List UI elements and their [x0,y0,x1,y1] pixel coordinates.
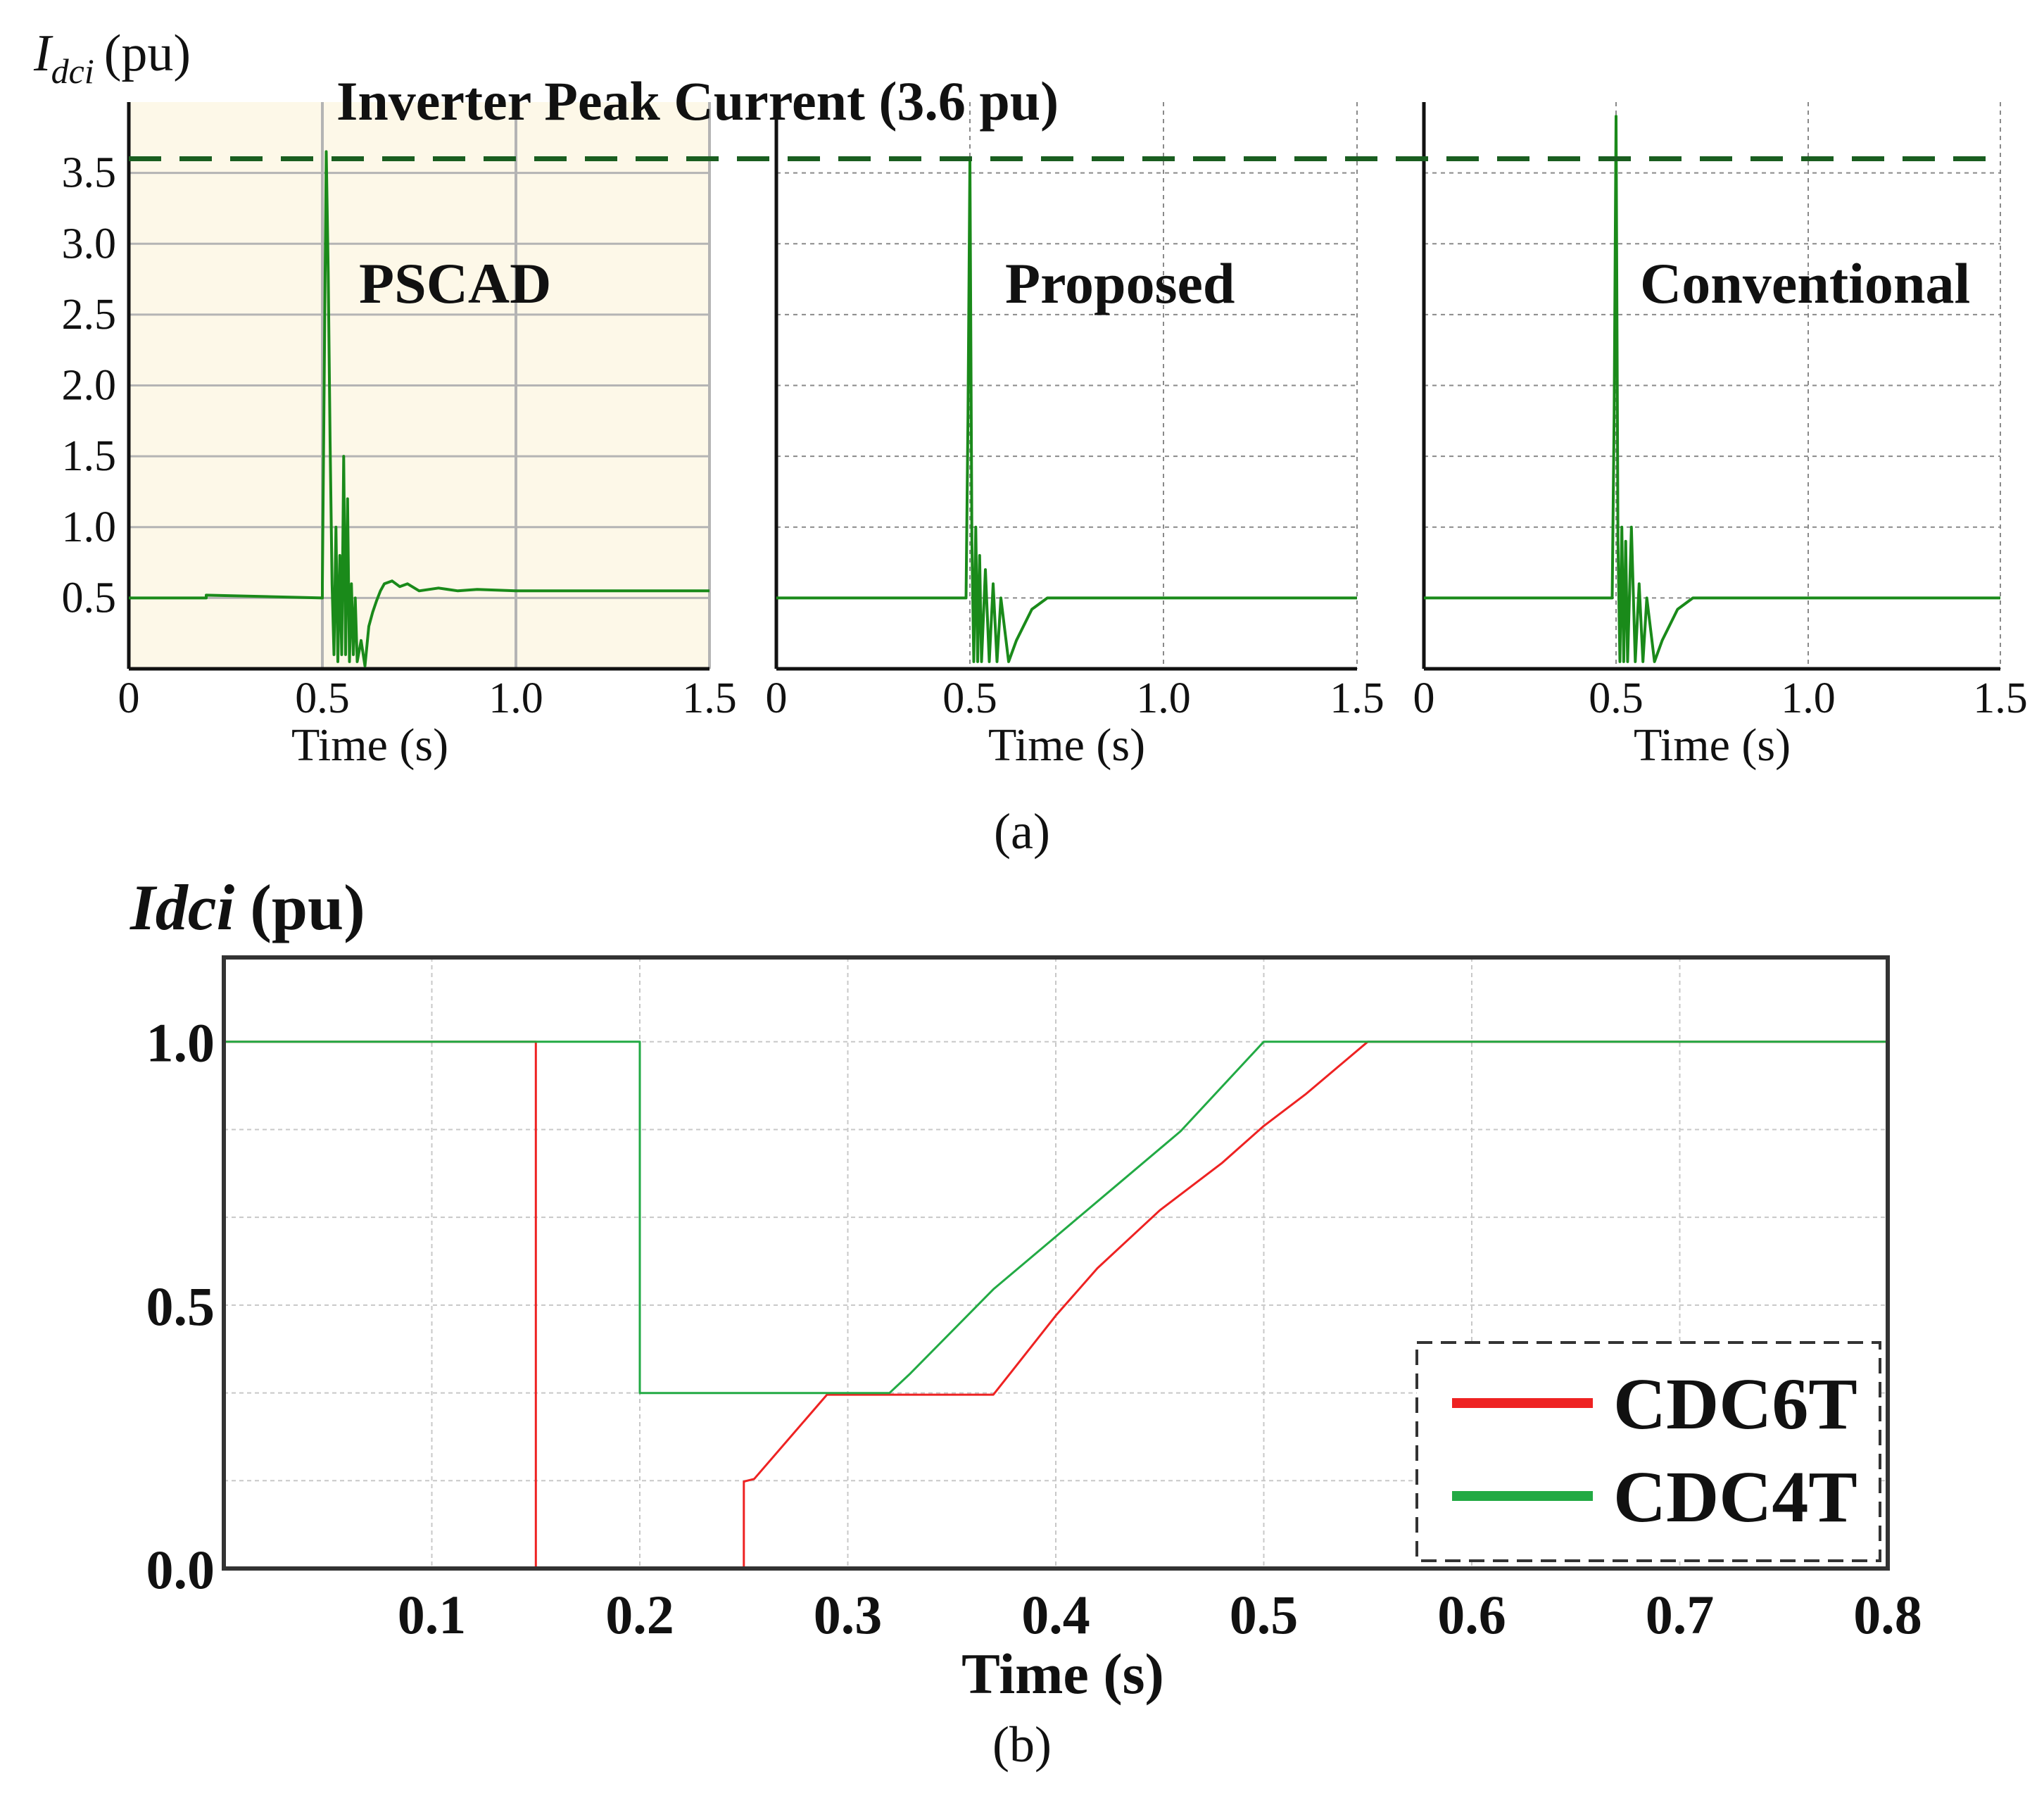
subplot-conventional: 0 0.5 1.0 1.5 Time (s) Conventional [1413,102,2028,771]
plot-frame [222,955,1890,1571]
series-line-pscad [129,150,709,667]
y-tick-label: 2.0 [62,362,117,410]
x-tick-label: 1.0 [488,674,543,722]
panel-label-b: (b) [992,1716,1052,1773]
y-tick-label: 1.0 [62,503,117,551]
y-tick-label: 0.0 [146,1539,215,1600]
x-tick-label: 1.5 [682,674,737,722]
x-tick-label: 1.0 [1781,674,1836,722]
subplot-proposed: 0 0.5 1.0 1.5 Time (s) Proposed [766,102,1384,771]
y-axis-symbol: Idci [130,872,235,943]
panel-b: 0.1 0.2 0.3 0.4 0.5 0.6 0.7 0.8 0.0 0.5 1.0 Time (s… [130,872,1922,1773]
legend-label-cdc6t: CDC6T [1613,1364,1857,1445]
x-tick-label: 0.5 [295,674,350,722]
x-tick-label: 0.3 [814,1584,883,1645]
x-tick-label: 0 [766,674,788,722]
reference-line-label: Inverter Peak Current (3.6 pu) [336,70,1059,132]
y-axis-label: Idci (pu) [130,872,365,943]
x-tick-label: 1.0 [1136,674,1191,722]
x-tick-label: 0.5 [942,674,997,722]
y-tick-label: 1.5 [62,432,117,480]
x-axis-label: Time (s) [291,719,448,771]
y-tick-label: 3.0 [62,220,117,268]
x-tick-label: 0.4 [1021,1584,1090,1645]
series-line-proposed [776,157,1357,663]
y-tick-label: 0.5 [62,574,117,622]
series-line-cdc4t [224,1041,1888,1395]
x-tick-label: 0 [1413,674,1435,722]
subplot-title: Conventional [1640,251,1970,315]
x-tick-label: 0.8 [1853,1584,1922,1645]
x-axis-label: Time (s) [1634,719,1791,771]
x-axis-label: Time (s) [988,719,1145,771]
y-tick-label: 3.5 [62,149,117,197]
y-tick-label: 1.0 [146,1012,215,1074]
panel-label-a: (a) [994,803,1050,860]
y-tick-label: 0.5 [146,1276,215,1337]
y-tick-label: 2.5 [62,291,117,339]
x-axis-label: Time (s) [961,1642,1164,1706]
subplot-title: Proposed [1005,251,1235,315]
x-tick-label: 1.5 [1330,674,1384,722]
panel-a: 0 0.5 1.0 1.5 Time (s) PSCAD 0 0.5 1.0 1.5 Time (s… [33,25,2028,860]
x-tick-label: 1.5 [1973,674,2028,722]
x-tick-label: 0.2 [605,1584,674,1645]
legend: CDC6T CDC4T [1415,1341,1881,1562]
x-tick-label: 0 [118,674,140,722]
subplot-pscad: 0 0.5 1.0 1.5 Time (s) PSCAD [118,102,737,771]
y-axis-label: Idci (pu) [33,25,191,91]
x-tick-label: 0.6 [1437,1584,1506,1645]
legend-label-cdc4t: CDC4T [1613,1457,1857,1538]
x-tick-label: 0.1 [398,1584,467,1645]
y-axis-unit: (pu) [104,25,191,82]
y-axis-symbol: I [33,25,53,82]
subplot-title: PSCAD [359,251,551,315]
legend-box [1415,1341,1881,1562]
y-axis-unit: (pu) [250,872,365,943]
series-line-conventional [1424,115,2000,663]
x-tick-label: 0.5 [1230,1584,1299,1645]
y-axis-subscript: dci [51,51,94,91]
x-tick-label: 0.5 [1589,674,1644,722]
x-tick-label: 0.7 [1646,1584,1715,1645]
